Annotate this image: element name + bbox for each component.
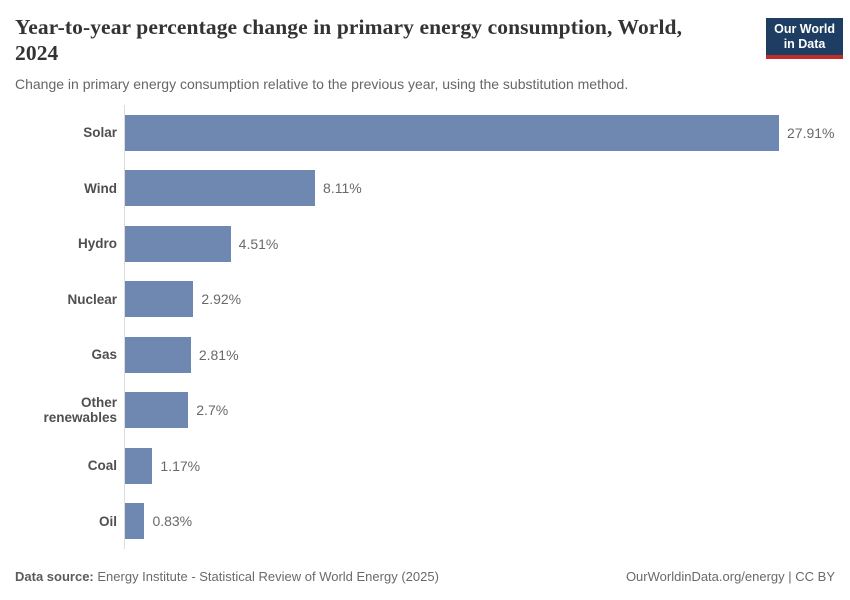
bar-hydro[interactable]: [125, 225, 231, 262]
bar-row: Gas 2.81%: [15, 327, 835, 383]
bar-row: Nuclear 2.92%: [15, 271, 835, 327]
footer-license-link[interactable]: OurWorldinData.org/energy | CC BY: [625, 569, 835, 584]
value-label: 2.81%: [198, 346, 239, 363]
data-source: Data source: Energy Institute - Statisti…: [15, 569, 439, 584]
bar-zone: 0.83%: [124, 493, 835, 549]
value-label: 1.17%: [160, 457, 201, 474]
bar-nuclear[interactable]: [125, 281, 194, 318]
value-label: 8.11%: [323, 180, 362, 197]
page-title: Year-to-year percentage change in primar…: [15, 15, 683, 65]
chart-footer: Data source: Energy Institute - Statisti…: [15, 569, 835, 584]
category-label: Hydro: [77, 236, 117, 252]
bar-zone: 4.51%: [124, 216, 835, 272]
category-label: Gas: [91, 347, 117, 363]
chart-subtitle: Change in primary energy consumption rel…: [15, 76, 629, 92]
bar-zone: 8.11%: [124, 160, 835, 216]
bar-row: Oil 0.83%: [15, 493, 835, 549]
bar-other-renewables[interactable]: [125, 392, 189, 429]
owid-logo-line1: Our World: [774, 22, 835, 36]
bar-zone: 1.17%: [124, 438, 835, 494]
category-label: Solar: [83, 125, 117, 141]
bar-solar[interactable]: [125, 114, 779, 151]
bar-zone: 27.91%: [124, 105, 835, 161]
bar-zone: 2.92%: [124, 271, 835, 327]
data-source-label: Data source:: [15, 569, 94, 584]
bar-zone: 2.81%: [124, 327, 835, 383]
bar-row: Coal 1.17%: [15, 438, 835, 494]
category-label: Coal: [87, 458, 117, 474]
bar-row: Other renewables 2.7%: [15, 382, 835, 438]
value-label: 2.92%: [201, 291, 242, 308]
bar-row: Wind 8.11%: [15, 160, 835, 216]
category-label: Other renewables: [43, 395, 117, 426]
bar-row: Hydro 4.51%: [15, 216, 835, 272]
value-label: 27.91%: [787, 124, 835, 141]
bar-oil[interactable]: [125, 503, 145, 540]
value-label: 2.7%: [196, 402, 229, 419]
category-label: Wind: [84, 180, 117, 196]
bar-wind[interactable]: [125, 170, 316, 207]
bar-gas[interactable]: [125, 336, 191, 373]
category-label: Nuclear: [67, 291, 117, 307]
category-label: Oil: [98, 513, 117, 529]
owid-logo-line2: in Data: [783, 37, 826, 51]
bar-zone: 2.7%: [124, 382, 835, 438]
owid-logo: Our World in Data: [766, 18, 843, 59]
value-label: 4.51%: [238, 235, 279, 252]
data-source-text: Energy Institute - Statistical Review of…: [97, 569, 439, 584]
bar-row: Solar 27.91%: [15, 105, 835, 161]
bar-chart: Solar 27.91% Wind 8.11% Hydro 4.51% Nuclear 2.9…: [15, 105, 835, 549]
value-label: 0.83%: [152, 513, 193, 530]
bar-coal[interactable]: [125, 447, 153, 484]
